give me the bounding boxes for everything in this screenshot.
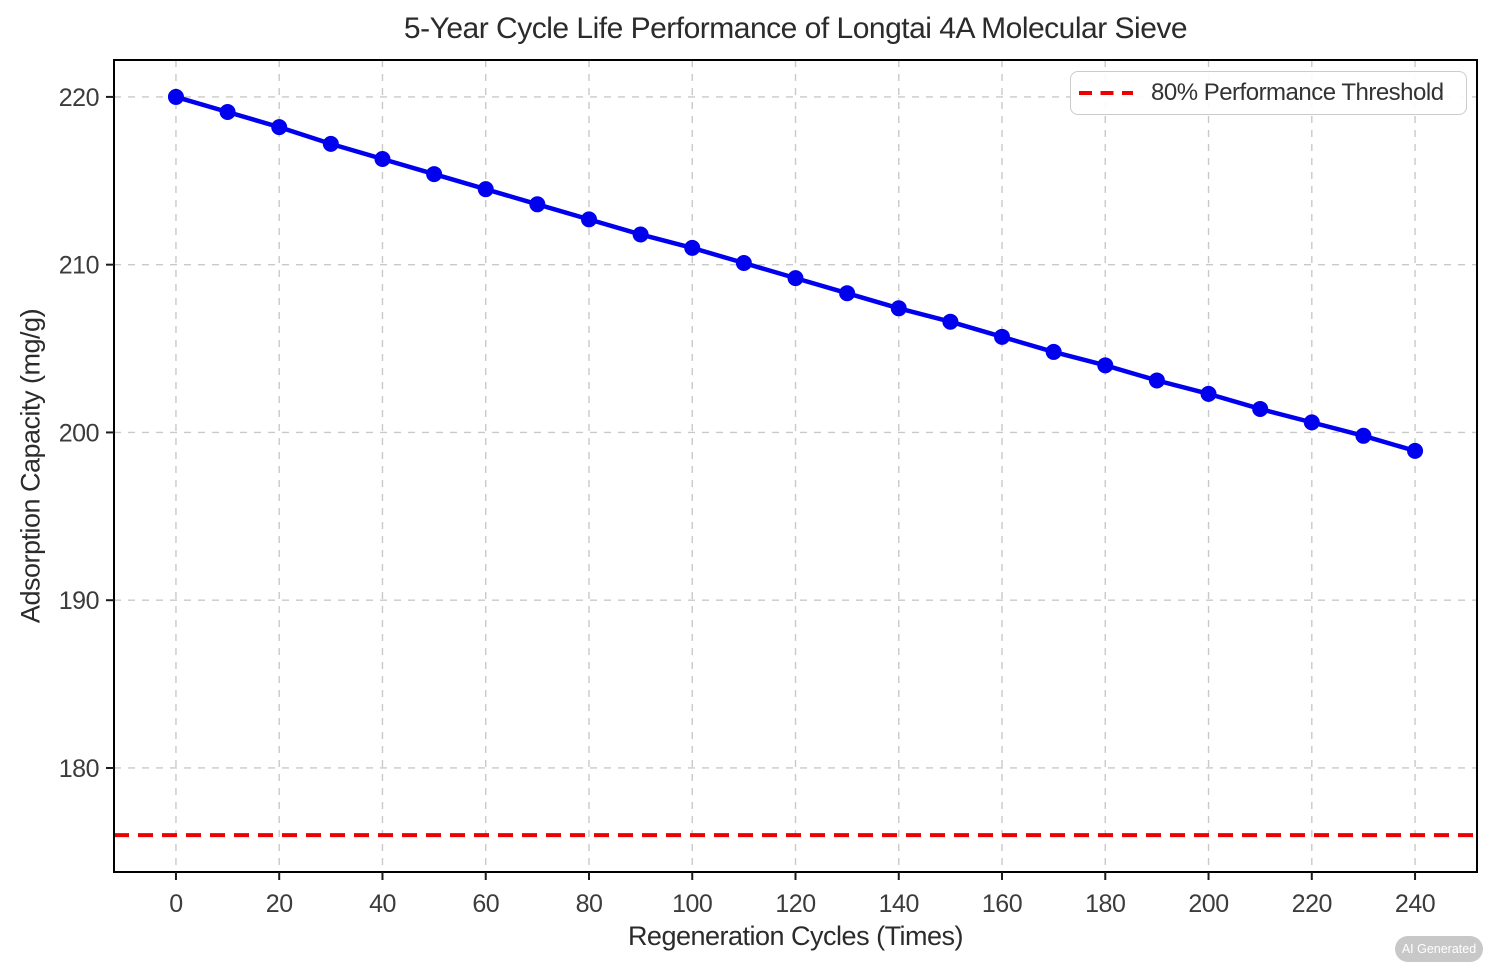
x-axis-label: Regeneration Cycles (Times) — [627, 921, 964, 951]
y-tick-label: 220 — [59, 84, 99, 112]
data-point-marker — [684, 239, 701, 256]
x-tick-label: 120 — [775, 890, 815, 918]
data-point-marker — [167, 88, 184, 105]
y-tick-label: 180 — [59, 755, 99, 783]
data-point-marker — [374, 150, 391, 167]
data-point-marker — [322, 135, 339, 152]
data-point-marker — [890, 300, 907, 317]
data-point-marker — [1097, 357, 1114, 374]
data-point-marker — [426, 166, 443, 183]
x-tick-label: 60 — [472, 890, 499, 918]
data-point-marker — [1148, 372, 1165, 389]
x-tick-label: 240 — [1395, 890, 1435, 918]
data-point-marker — [1355, 427, 1372, 444]
dashed-line-swatch — [1079, 91, 1133, 95]
x-tick-label: 20 — [266, 890, 293, 918]
data-point-marker — [994, 328, 1011, 345]
y-tick-label: 200 — [59, 419, 99, 447]
x-tick-label: 100 — [672, 890, 712, 918]
data-point-marker — [1303, 414, 1320, 431]
x-tick-label: 220 — [1292, 890, 1332, 918]
data-point-marker — [839, 285, 856, 302]
x-tick-label: 80 — [576, 890, 603, 918]
data-point-marker — [787, 270, 804, 287]
legend-label: 80% Performance Threshold — [1151, 79, 1444, 106]
x-tick-label: 160 — [982, 890, 1022, 918]
data-point-marker — [477, 181, 494, 198]
data-point-marker — [271, 119, 288, 136]
data-point-marker — [942, 313, 959, 330]
data-point-marker — [219, 104, 236, 121]
legend: 80% Performance Threshold — [1070, 71, 1467, 115]
y-tick-label: 190 — [59, 587, 99, 615]
x-tick-label: 140 — [879, 890, 919, 918]
data-point-marker — [1045, 343, 1062, 360]
x-tick-label: 200 — [1188, 890, 1228, 918]
chart-title: 5-Year Cycle Life Performance of Longtai… — [403, 12, 1188, 45]
data-point-marker — [735, 255, 752, 271]
data-point-marker — [632, 226, 649, 243]
data-point-marker — [1252, 400, 1269, 417]
x-tick-label: 40 — [369, 890, 396, 918]
data-point-marker — [580, 211, 597, 228]
data-point-marker — [1407, 442, 1424, 459]
y-axis-label: Adsorption Capacity (mg/g) — [15, 308, 46, 624]
y-tick-label: 210 — [59, 252, 99, 280]
data-point-marker — [1200, 385, 1217, 402]
x-tick-label: 180 — [1085, 890, 1125, 918]
x-tick-label: 0 — [169, 890, 182, 918]
data-point-marker — [529, 196, 546, 213]
ai-generated-badge: AI Generated — [1395, 936, 1483, 962]
